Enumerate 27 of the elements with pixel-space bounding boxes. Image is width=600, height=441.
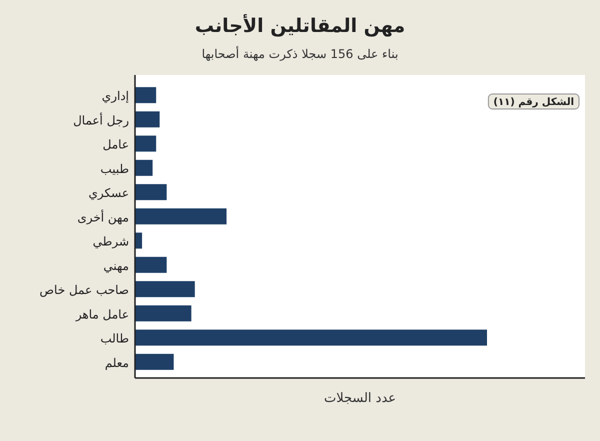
x-axis-title: عدد السجلات	[324, 391, 396, 406]
bar	[135, 305, 192, 322]
bar	[135, 184, 167, 200]
bar	[135, 208, 227, 224]
bar	[135, 281, 195, 298]
bar	[135, 160, 153, 176]
chart-subtitle: بناء على 156 سجلا ذكرت مهنة أصحابها	[202, 46, 398, 61]
y-tick-label: صاحب عمل خاص	[40, 283, 129, 298]
chart-title: مهن المقاتلين الأجانب	[194, 14, 406, 37]
text: الشكل رقم (١١)	[493, 97, 574, 108]
bar	[135, 111, 160, 128]
y-tick-label: مهني	[103, 258, 129, 273]
y-tick-label: عسكري	[88, 186, 129, 200]
y-tick-label: إداري	[102, 89, 129, 104]
bar	[135, 330, 487, 346]
y-tick-label: مهن أخرى	[77, 209, 129, 224]
bar	[135, 136, 156, 152]
y-tick-label: طبيب	[100, 162, 129, 176]
bar	[135, 354, 174, 370]
y-tick-label: معلم	[104, 356, 129, 370]
bar	[135, 87, 156, 104]
bar	[135, 256, 167, 273]
y-tick-label: عامل	[102, 138, 129, 152]
y-tick-label: شرطي	[92, 234, 129, 249]
y-tick-label: عامل ماهر	[74, 307, 129, 322]
y-tick-label: رجل أعمال	[73, 112, 130, 128]
y-tick-label: طالب	[100, 332, 129, 346]
